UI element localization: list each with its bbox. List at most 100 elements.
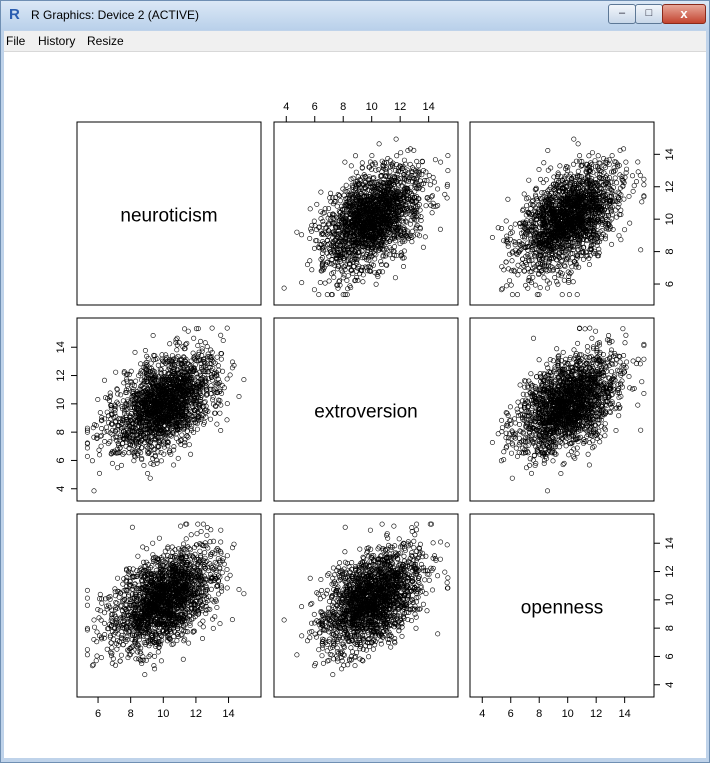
point-extroversion-neuroticism-737	[118, 392, 124, 398]
point-neuroticism-openness-1854	[533, 185, 539, 191]
point-neuroticism-extroversion-502	[320, 247, 326, 253]
point-neuroticism-extroversion-434	[311, 218, 317, 224]
point-neuroticism-extroversion-846	[319, 250, 325, 256]
point-neuroticism-openness-1737	[528, 206, 534, 212]
point-neuroticism-openness-1299	[559, 258, 565, 264]
point-neuroticism-openness-1635	[621, 196, 627, 202]
point-neuroticism-extroversion-1511	[445, 153, 451, 159]
point-neuroticism-extroversion-942	[360, 279, 366, 285]
point-neuroticism-extroversion-461	[405, 148, 411, 154]
point-neuroticism-extroversion-92	[392, 275, 398, 281]
point-extroversion-neuroticism-61	[141, 462, 147, 468]
point-neuroticism-extroversion-819	[348, 163, 354, 169]
point-extroversion-neuroticism-466	[194, 426, 200, 432]
point-neuroticism-extroversion-1203	[335, 192, 341, 198]
point-neuroticism-openness-1792	[571, 161, 577, 167]
point-neuroticism-extroversion-1292	[430, 174, 436, 180]
point-extroversion-neuroticism-434	[158, 458, 164, 464]
point-neuroticism-extroversion-111	[445, 168, 451, 174]
point-neuroticism-openness-1489	[525, 266, 531, 272]
point-neuroticism-extroversion-1564	[379, 262, 385, 268]
panel-neuroticism-extroversion	[273, 121, 459, 306]
point-neuroticism-openness-572	[561, 277, 567, 283]
point-neuroticism-extroversion-269	[407, 146, 413, 152]
point-neuroticism-openness-694	[515, 272, 521, 278]
point-neuroticism-openness-259	[586, 262, 592, 268]
point-neuroticism-extroversion-550	[345, 273, 351, 279]
point-neuroticism-extroversion-358	[325, 221, 331, 227]
point-extroversion-neuroticism-262	[120, 398, 126, 404]
point-neuroticism-extroversion-737	[378, 259, 384, 265]
point-neuroticism-openness-878	[567, 260, 573, 266]
point-neuroticism-openness-977	[523, 282, 529, 288]
point-neuroticism-extroversion-53	[326, 278, 332, 284]
point-neuroticism-openness-1100	[569, 255, 575, 261]
point-neuroticism-extroversion-1516	[431, 179, 437, 185]
point-neuroticism-extroversion-159	[332, 219, 338, 225]
point-neuroticism-openness-1629	[580, 256, 586, 262]
point-extroversion-neuroticism-534	[147, 475, 153, 481]
point-neuroticism-openness-207	[627, 220, 633, 226]
point-neuroticism-extroversion-1645	[438, 159, 444, 165]
point-neuroticism-extroversion-532	[329, 214, 335, 220]
point-extroversion-neuroticism-87	[171, 462, 177, 468]
point-neuroticism-openness-1512	[543, 177, 549, 183]
point-neuroticism-extroversion-1943	[409, 239, 415, 245]
point-neuroticism-openness-251	[570, 279, 576, 285]
point-neuroticism-openness-1382	[515, 262, 521, 268]
point-neuroticism-extroversion-1875	[398, 150, 404, 156]
point-neuroticism-extroversion-131	[324, 292, 330, 298]
point-neuroticism-extroversion-161	[385, 174, 391, 180]
point-neuroticism-openness-1753	[622, 227, 628, 233]
point-neuroticism-openness-1399	[618, 237, 624, 243]
point-extroversion-neuroticism-846	[126, 450, 132, 456]
point-neuroticism-extroversion-15	[350, 175, 356, 181]
close-button[interactable]: x	[662, 4, 706, 24]
point-neuroticism-openness-758	[618, 207, 624, 213]
point-extroversion-neuroticism-234	[217, 410, 223, 416]
point-neuroticism-extroversion-222	[316, 292, 322, 298]
point-extroversion-neuroticism-709	[91, 488, 97, 494]
point-neuroticism-extroversion-1931	[386, 252, 392, 258]
point-extroversion-neuroticism-419	[224, 417, 230, 423]
point-neuroticism-extroversion-261	[344, 292, 350, 298]
point-neuroticism-openness-1368	[503, 283, 509, 289]
point-neuroticism-extroversion-1321	[309, 267, 315, 273]
point-neuroticism-openness-709	[544, 285, 550, 291]
minimize-button[interactable]: –	[608, 4, 636, 24]
point-neuroticism-extroversion-1175	[435, 186, 441, 192]
point-neuroticism-openness-183	[641, 193, 647, 199]
point-neuroticism-openness-548	[498, 287, 504, 293]
point-neuroticism-extroversion-1140	[376, 141, 382, 147]
point-neuroticism-openness-773	[633, 179, 639, 185]
point-neuroticism-openness-94	[512, 221, 518, 227]
point-neuroticism-extroversion-808	[304, 262, 310, 268]
point-neuroticism-openness-131	[574, 292, 580, 298]
menu-resize[interactable]: Resize	[87, 34, 124, 48]
title-bar[interactable]: R R Graphics: Device 2 (ACTIVE) – □ x	[1, 1, 709, 30]
point-neuroticism-openness-360	[507, 278, 513, 284]
point-neuroticism-openness-1176	[613, 207, 619, 213]
point-neuroticism-extroversion-1370	[401, 248, 407, 254]
point-neuroticism-openness-1630	[586, 153, 592, 159]
maximize-button[interactable]: □	[635, 4, 663, 24]
point-extroversion-neuroticism-192	[218, 356, 224, 362]
point-neuroticism-openness-1879	[505, 196, 511, 202]
point-neuroticism-extroversion-1468	[320, 221, 326, 227]
point-neuroticism-openness-260	[610, 227, 616, 233]
menu-history[interactable]: History	[38, 34, 76, 48]
point-neuroticism-extroversion-1272	[429, 210, 435, 216]
point-extroversion-neuroticism-808	[115, 465, 121, 471]
point-neuroticism-extroversion-1714	[371, 175, 377, 181]
point-neuroticism-extroversion-414	[383, 165, 389, 171]
point-neuroticism-openness-154	[536, 167, 542, 173]
point-neuroticism-extroversion-393	[416, 163, 422, 169]
point-neuroticism-extroversion-1874	[340, 275, 346, 281]
point-neuroticism-extroversion-1494	[345, 286, 351, 292]
point-neuroticism-extroversion-466	[343, 182, 349, 188]
point-neuroticism-openness-1319	[631, 183, 637, 189]
point-extroversion-neuroticism-393	[214, 354, 220, 360]
point-extroversion-neuroticism-763	[224, 401, 230, 407]
menu-file[interactable]: File	[6, 34, 26, 48]
point-neuroticism-openness-1823	[516, 267, 522, 273]
